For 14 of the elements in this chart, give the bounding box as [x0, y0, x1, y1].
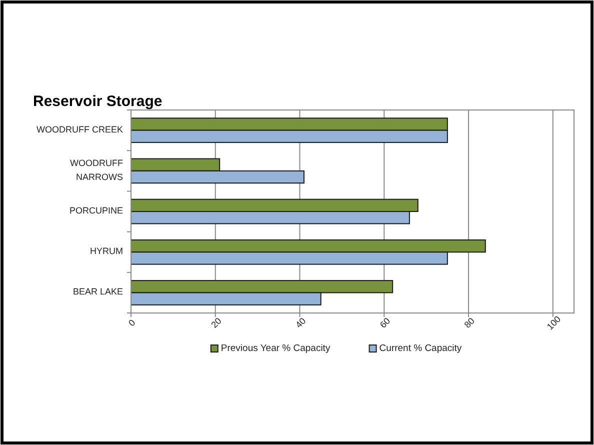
x-tick-label: 20 — [209, 316, 224, 330]
chart-title: Reservoir Storage — [33, 93, 162, 110]
x-tick-label: 80 — [462, 316, 476, 330]
x-tick-label: 60 — [378, 316, 392, 330]
legend-label: Previous Year % Capacity — [220, 343, 330, 354]
x-tick-label: 0 — [126, 318, 138, 328]
y-tick-label: PORCUPINE — [69, 206, 123, 216]
y-tick-label: WOODRUFF NARROWS — [70, 158, 124, 182]
x-tick-label: 40 — [294, 316, 308, 330]
x-tick-label: 100 — [544, 314, 563, 332]
legend-label: Current % Capacity — [379, 343, 462, 354]
y-tick-label: BEAR LAKE — [72, 287, 123, 298]
y-tick-label: WOODRUFF CREEK — [36, 124, 123, 135]
y-tick-label: HYRUM — [90, 246, 123, 256]
